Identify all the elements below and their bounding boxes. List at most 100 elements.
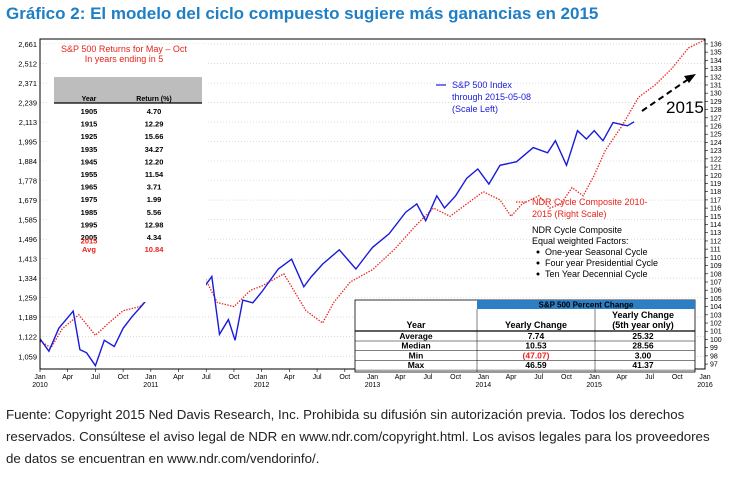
pct-table-header: Year [406, 320, 426, 330]
x-month-label: Oct [672, 374, 683, 381]
right-tick-label: 132 [710, 74, 722, 81]
x-month-label: Oct [229, 374, 240, 381]
x-month-label: Oct [561, 374, 572, 381]
x-month-label: Jul [202, 374, 211, 381]
right-tick-label: 121 [710, 165, 722, 172]
factor-bullet [536, 272, 540, 276]
right-tick-label: 101 [710, 329, 722, 336]
right-tick-label: 112 [710, 238, 721, 245]
returns-table-value: 5.56 [147, 208, 162, 217]
factor-bullet [536, 250, 540, 254]
right-tick-label: 126 [710, 124, 722, 131]
right-tick-label: 124 [710, 140, 722, 147]
returns-table-value: 11.54 [145, 170, 164, 179]
x-month-label: Jan [589, 374, 600, 381]
right-tick-label: 100 [710, 337, 722, 344]
right-tick-label: 136 [710, 41, 722, 48]
returns-table-year: 2005 [81, 233, 98, 242]
series-label-cycle: NDR Cycle Composite 2010- [532, 197, 648, 207]
series-line-sp500 [39, 121, 635, 368]
left-tick-label: 2,512 [18, 59, 37, 68]
right-tick-label: 111 [710, 247, 721, 254]
factor-item: Ten Year Decennial Cycle [545, 269, 648, 279]
returns-table-avg-label: Avg [82, 245, 96, 254]
right-tick-label: 102 [710, 321, 722, 328]
pct-table-value: 28.56 [632, 341, 654, 351]
right-tick-label: 118 [710, 189, 721, 196]
pct-table-value: 10.53 [525, 341, 547, 351]
left-tick-label: 2,661 [18, 40, 37, 49]
left-tick-label: 1,496 [18, 235, 37, 244]
pct-table-bg [354, 299, 696, 373]
right-tick-label: 117 [710, 197, 721, 204]
right-tick-label: 123 [710, 148, 722, 155]
returns-table-year-2015: 2015 [81, 237, 98, 246]
chart-title: Gráfico 2: El modelo del ciclo compuesto… [6, 4, 599, 23]
right-tick-label: 110 [710, 255, 721, 262]
x-month-label: Apr [506, 374, 518, 381]
returns-table-value: 34.27 [145, 145, 164, 154]
pct-table-value: 25.32 [632, 331, 654, 341]
x-month-label: Jan [34, 374, 45, 381]
returns-table-avg-value: 10.84 [145, 245, 165, 254]
x-month-label: Jan [145, 374, 156, 381]
right-tick-label: 113 [710, 230, 721, 237]
returns-table-value: 1.99 [147, 195, 162, 204]
returns-table-value: 3.71 [147, 183, 162, 192]
series-label-sp500: S&P 500 Index [452, 80, 512, 90]
right-tick-label: 97 [710, 362, 718, 369]
left-tick-label: 2,371 [18, 79, 37, 88]
pct-table-title: S&P 500 Percent Change [538, 301, 634, 310]
returns-table-year: 1985 [81, 208, 98, 217]
returns-table-value: 15.66 [145, 132, 164, 141]
factor-item: Four year Presidential Cycle [545, 258, 658, 268]
returns-table-header-bg [54, 77, 202, 103]
left-tick-label: 1,122 [18, 333, 37, 342]
x-month-label: Oct [339, 374, 350, 381]
x-year-label: 2011 [143, 382, 158, 389]
returns-table-year: 1995 [81, 220, 98, 229]
pct-table-label: Min [409, 350, 424, 360]
x-month-label: Oct [450, 374, 461, 381]
right-tick-label: 133 [710, 66, 722, 73]
factors-heading: NDR Cycle Composite [532, 225, 622, 235]
x-month-label: Jul [91, 374, 100, 381]
returns-table-title: In years ending in 5 [85, 54, 164, 64]
factor-item: One-year Seasonal Cycle [545, 247, 648, 257]
right-tick-label: 108 [710, 271, 722, 278]
right-tick-label: 127 [710, 115, 722, 122]
right-tick-label: 109 [710, 263, 722, 270]
right-tick-label: 98 [710, 353, 718, 360]
returns-table-value: 12.98 [145, 220, 164, 229]
x-month-label: Apr [284, 374, 296, 381]
returns-table-year: 1905 [81, 107, 98, 116]
returns-table-year: 1965 [81, 183, 98, 192]
x-month-label: Jan [478, 374, 489, 381]
right-tick-label: 120 [710, 173, 722, 180]
x-month-label: Apr [62, 374, 74, 381]
right-tick-label: 116 [710, 206, 721, 213]
x-month-label: Jul [423, 374, 432, 381]
left-tick-label: 1,259 [18, 294, 37, 303]
pct-table-header: Yearly Change [505, 320, 567, 330]
returns-table-header: Year [82, 96, 97, 103]
x-month-label: Jul [313, 374, 322, 381]
pct-table-title-bg [477, 300, 695, 309]
pct-table-header: (5th year only) [612, 320, 674, 330]
right-tick-label: 114 [710, 222, 721, 229]
x-month-label: Jan [367, 374, 378, 381]
right-tick-label: 134 [710, 58, 722, 65]
returns-table-value: 12.20 [145, 157, 164, 166]
right-tick-label: 135 [710, 50, 722, 57]
right-tick-label: 107 [710, 279, 722, 286]
returns-table-value: 4.70 [147, 107, 162, 116]
right-tick-label: 105 [710, 296, 722, 303]
x-month-label: Jan [699, 374, 710, 381]
right-tick-label: 106 [710, 288, 722, 295]
left-tick-label: 1,334 [18, 274, 37, 283]
returns-table-year: 1915 [81, 120, 98, 129]
left-tick-label: 1,585 [18, 216, 37, 225]
returns-table-year: 1975 [81, 195, 98, 204]
returns-table-header: Return (%) [136, 96, 171, 103]
returns-table-year: 1935 [81, 145, 98, 154]
